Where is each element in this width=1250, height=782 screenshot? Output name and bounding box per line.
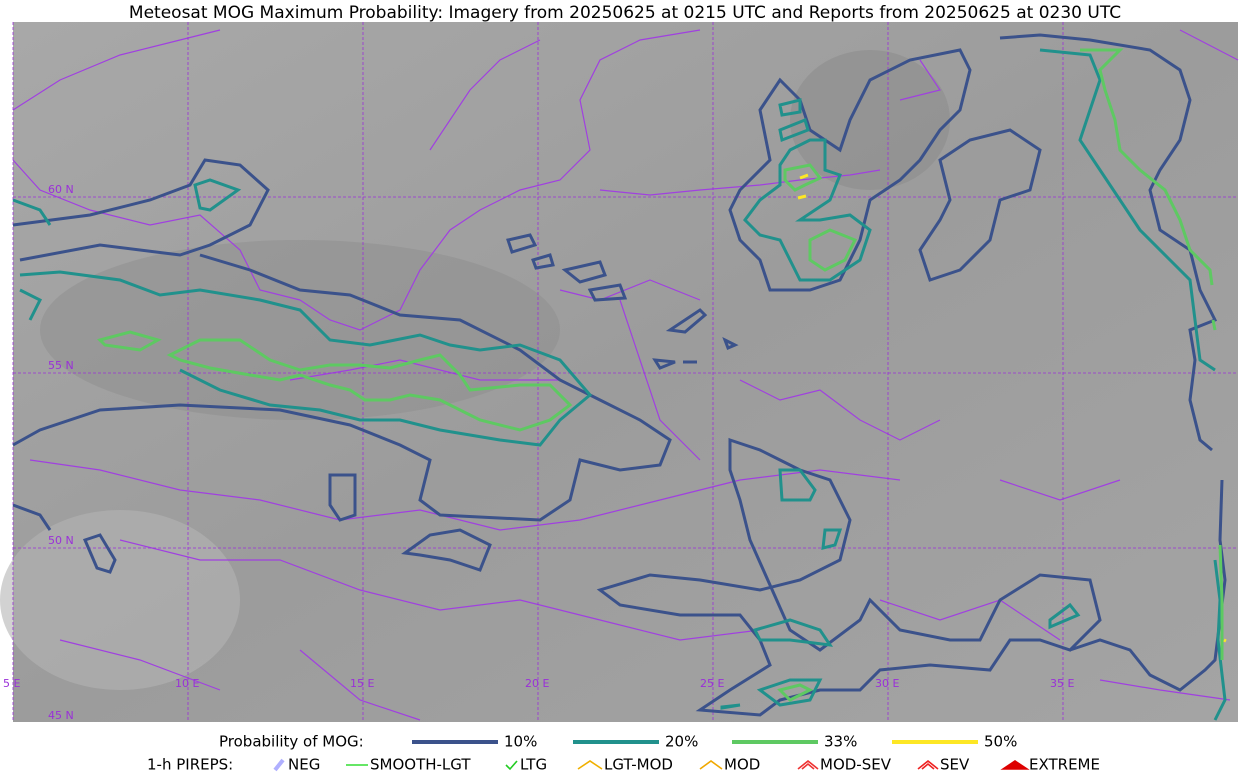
legend-item: MOD-SEV xyxy=(820,756,892,774)
legend-item: EXTREME xyxy=(1029,756,1100,774)
legend-item: 50% xyxy=(984,733,1017,751)
legend-item: 10% xyxy=(504,733,537,751)
legend-label: Probability of MOG: xyxy=(219,733,364,751)
legend-icon xyxy=(797,759,819,770)
lat-label: 60 N xyxy=(48,183,74,196)
legend-icon xyxy=(577,760,603,770)
coastlines xyxy=(12,29,1239,721)
lon-label: 5 E xyxy=(3,677,20,690)
lon-label: 30 E xyxy=(875,677,899,690)
cloud xyxy=(790,50,950,190)
lon-label: 25 E xyxy=(700,677,724,690)
lon-label: 10 E xyxy=(175,677,199,690)
lon-label: 20 E xyxy=(525,677,549,690)
legend-icon xyxy=(917,759,939,770)
lon-label: 15 E xyxy=(350,677,374,690)
legend: Probability of MOG: 1-h PIREPS: 10% 20% 33… xyxy=(147,733,1100,774)
contours xyxy=(12,33,1227,721)
title: Meteosat MOG Maximum Probability: Imager… xyxy=(129,3,1121,23)
lon-label: 35 E xyxy=(1050,677,1074,690)
legend-icon xyxy=(699,760,723,770)
legend-label: 1-h PIREPS: xyxy=(147,756,233,774)
legend-item: NEG xyxy=(288,756,320,774)
lat-label: 55 N xyxy=(48,359,74,372)
legend-item: LTG xyxy=(520,756,547,774)
legend-item: MOD xyxy=(724,756,760,774)
grid xyxy=(12,22,1238,722)
legend-item: 33% xyxy=(824,733,857,751)
legend-item: SMOOTH-LGT xyxy=(370,756,471,774)
legend-item: SEV xyxy=(940,756,970,774)
cloud xyxy=(0,510,240,690)
legend-icon xyxy=(273,758,285,772)
legend-icon xyxy=(1000,760,1030,770)
legend-icon xyxy=(505,760,518,771)
lat-label: 50 N xyxy=(48,534,74,547)
legend-item: 20% xyxy=(665,733,698,751)
lat-label: 45 N xyxy=(48,709,74,722)
cloud xyxy=(40,240,560,420)
map: 60 N 55 N 50 N 45 N 5 E 10 E 15 E 20 E 2… xyxy=(0,22,1239,722)
legend-item: LGT-MOD xyxy=(604,756,673,774)
